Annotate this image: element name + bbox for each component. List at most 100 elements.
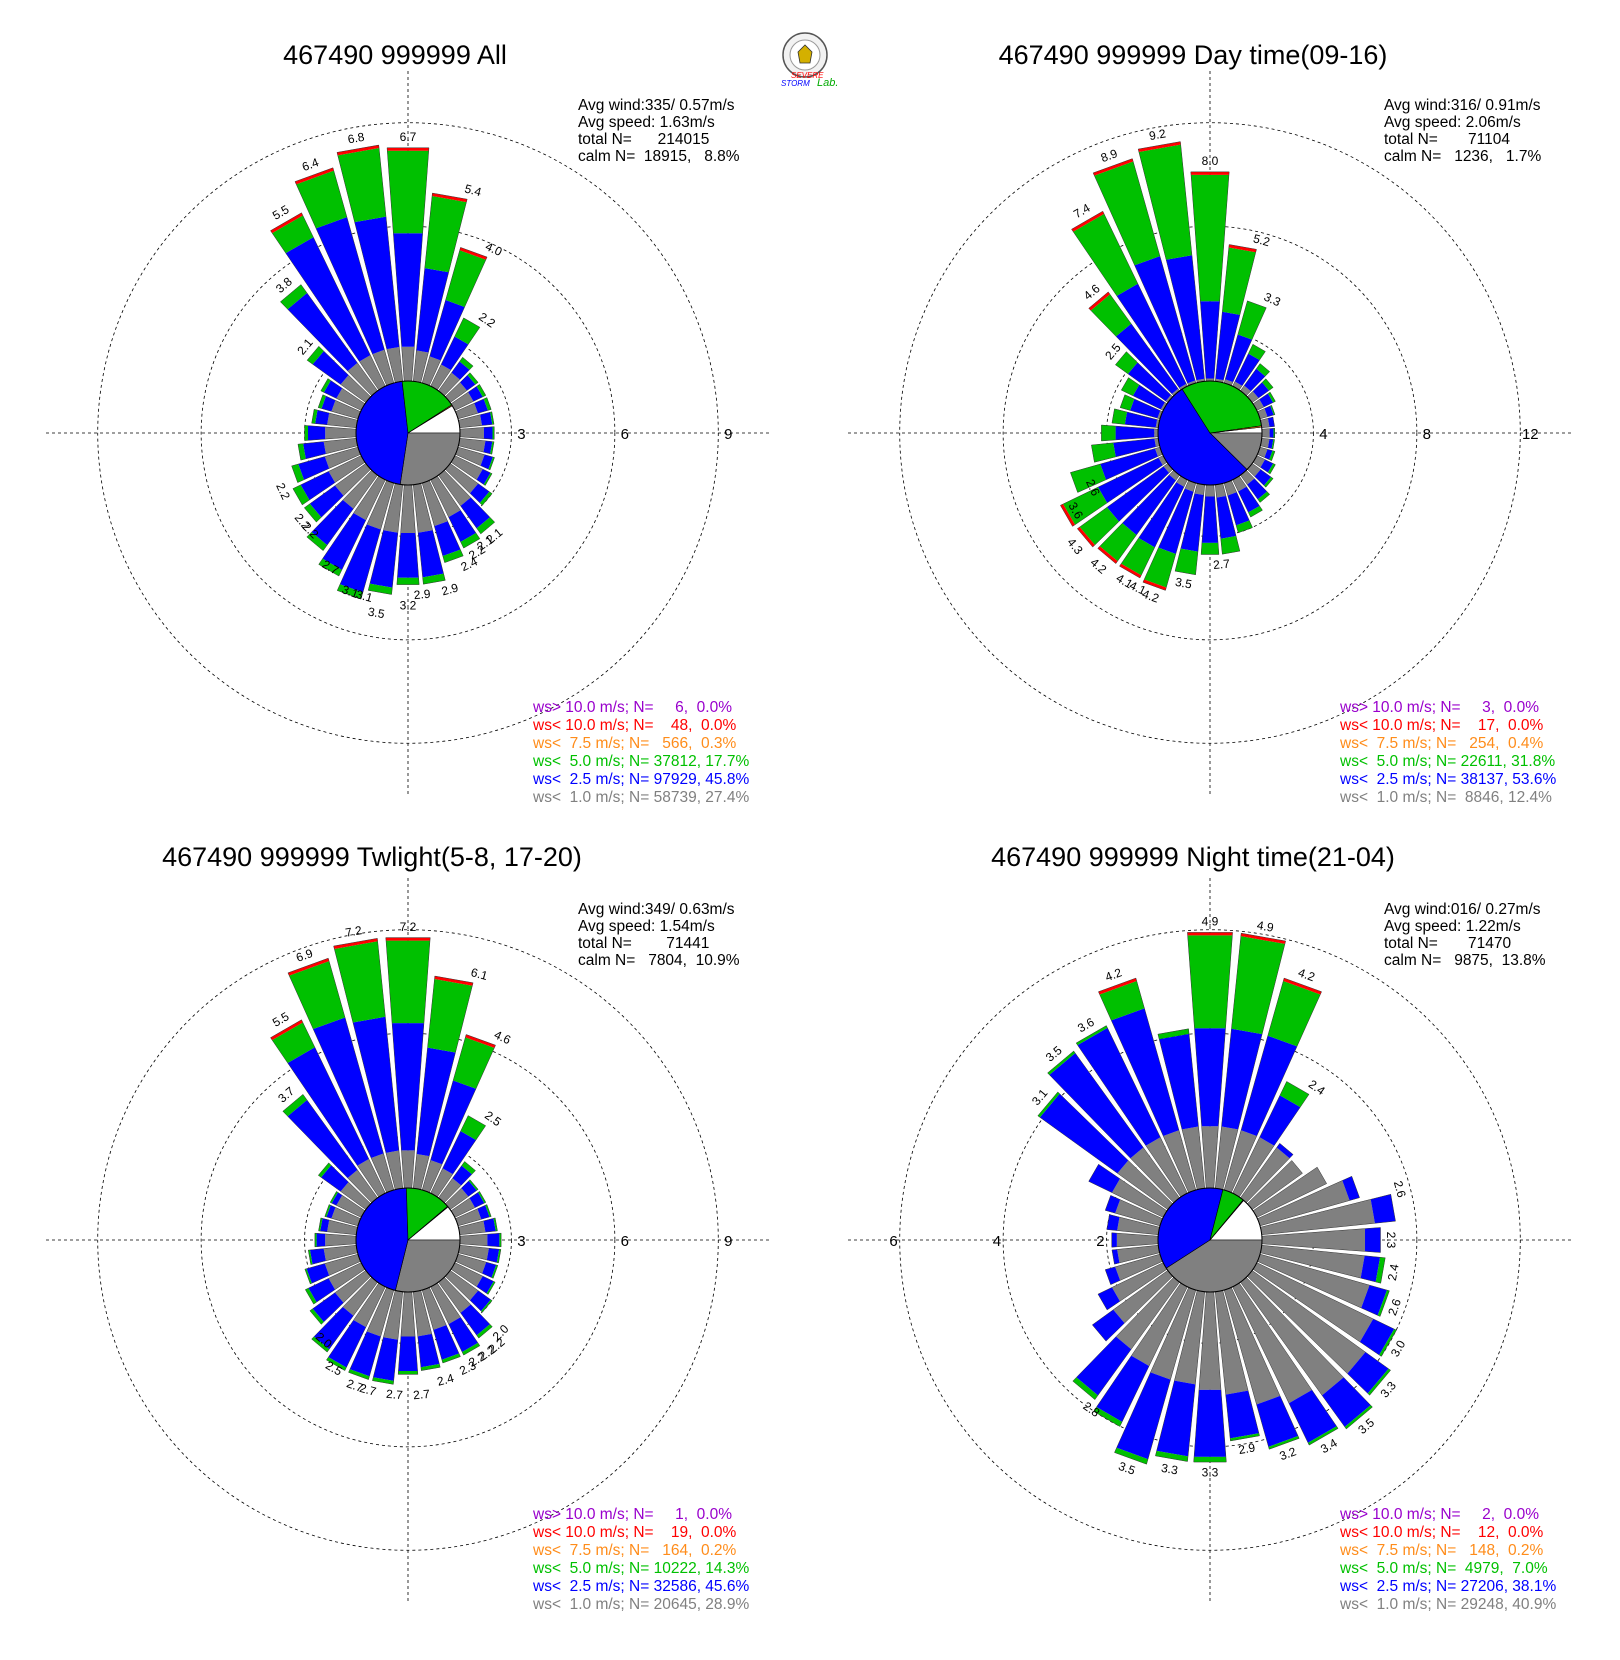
bar-segment-lt2-5	[429, 300, 465, 361]
bar-segment-lt1	[1247, 1160, 1303, 1210]
bar-segment-lt1	[1215, 1290, 1249, 1395]
bar-segment-lt2-5	[1225, 334, 1252, 383]
chart-title: 467490 999999 Day time(09-16)	[999, 40, 1388, 70]
ring-tick-label: 8	[1423, 426, 1431, 443]
bar-segment-lt1	[385, 1150, 403, 1190]
bar-value-label: 5.5	[270, 202, 292, 223]
bar-segment-lt1	[323, 1245, 358, 1261]
stats-line: Avg speed: 1.54m/s	[578, 918, 715, 935]
bar-segment-lt1	[1260, 438, 1270, 448]
bar-segment-lt1	[1257, 1254, 1370, 1308]
bar-value-label: 3.3	[1262, 290, 1283, 310]
bar-segment-lt2-5	[1107, 466, 1170, 522]
bar-segment-lt5	[334, 941, 386, 1023]
legend-entry: ws< 2.5 m/s; N= 32586, 45.6%	[532, 1578, 749, 1595]
bar-value-label: 3.4	[1318, 1436, 1340, 1457]
ring-tick-label: 2	[1096, 1233, 1104, 1250]
bar-segment-lt5	[422, 573, 446, 585]
bar-segment-lt1	[1257, 1180, 1350, 1226]
bar-segment-lt2-5	[309, 1248, 326, 1265]
bar-segment-lt2-5	[1124, 411, 1158, 428]
bar-segment-lt5	[476, 1324, 493, 1339]
bar-segment-lt5	[304, 1268, 312, 1284]
bar-segment-lt2-5	[311, 499, 354, 546]
bar-segment-lt5	[1270, 405, 1275, 415]
bar-segment-lt5	[454, 317, 480, 345]
bar-segment-lt1	[1201, 1126, 1219, 1189]
bar-segment-lt2-5	[1267, 439, 1274, 449]
bar-segment-lt2-5	[469, 1192, 485, 1208]
bar-segment-lt2-5	[298, 456, 330, 480]
bar-segment-lt1	[1131, 1283, 1188, 1366]
bar-segment-lt2-5	[1365, 1227, 1381, 1253]
bar-segment-lt2-5	[1225, 1390, 1259, 1439]
ring	[97, 122, 719, 744]
bar-segment-lt1	[342, 1277, 378, 1316]
bar-segment-lt1	[1257, 408, 1268, 419]
bar-segment-lt1	[1113, 1270, 1173, 1324]
stats-line: Avg wind:335/ 0.57m/s	[578, 97, 735, 114]
bar-segment-lt2-5	[451, 361, 470, 380]
bar-segment-lt1	[383, 1290, 403, 1340]
bar-segment-lt2-5	[476, 469, 491, 485]
bar-segment-lt1	[1158, 455, 1167, 466]
bar-value-label: 2.7	[1213, 557, 1231, 572]
bar-segment-lt5	[1155, 1450, 1189, 1462]
bar-segment-lt2-5	[483, 426, 493, 440]
bar-value-label: 3.6	[1075, 1015, 1097, 1036]
bar-segment-lt5	[442, 549, 464, 563]
bar-segment-lt1	[331, 1207, 361, 1226]
logo-text-storm: STORM	[781, 79, 810, 88]
stats-line: calm N= 7804, 10.9%	[578, 952, 740, 969]
bar-segment-lt1	[371, 1153, 394, 1193]
bar-segment-lt1	[430, 364, 451, 390]
legend-entry: ws< 2.5 m/s; N= 38137, 53.6%	[1339, 771, 1556, 788]
bar-segment-lt5	[1079, 507, 1119, 545]
ring-tick-label: 6	[621, 426, 629, 443]
stats-line: total N= 214015	[578, 131, 709, 148]
bar-segment-lt10	[1228, 244, 1257, 253]
bar-value-label: 3.2	[1278, 1444, 1299, 1463]
bar-segment-lt2-5	[1138, 482, 1184, 548]
bar-segment-lt2-5	[1049, 1053, 1144, 1159]
bar-value-label: 3.5	[1174, 575, 1193, 592]
bar-segment-lt5	[292, 484, 310, 505]
bar-segment-lt1	[347, 362, 378, 396]
bar-segment-lt1	[445, 1188, 469, 1210]
bar-segment-lt1	[324, 1254, 361, 1276]
stats-line: calm N= 18915, 8.8%	[578, 148, 740, 165]
bar-segment-lt2-5	[287, 1047, 369, 1166]
bar-segment-lt2-5	[441, 336, 469, 371]
bar-segment-lt2-5	[326, 1205, 336, 1219]
bar-segment-lt5	[296, 170, 347, 229]
bar-segment-lt2-5	[460, 497, 490, 529]
bar-value-label: 3.3	[1160, 1461, 1179, 1478]
bar-segment-lt5	[492, 426, 495, 440]
bar-segment-lt5	[441, 1353, 461, 1364]
ring-tick-label: 12	[1522, 426, 1539, 443]
bar-segment-lt5	[308, 1249, 313, 1265]
bar-segment-lt5	[1037, 1091, 1060, 1118]
bar-segment-lt5	[1236, 520, 1253, 533]
bar-segment-lt5	[337, 148, 387, 223]
bar-segment-lt1	[1240, 470, 1255, 485]
bar-value-label: 2.7	[345, 1376, 366, 1395]
bar-segment-lt5	[1111, 408, 1128, 425]
bar-value-label: 2.2	[273, 481, 293, 502]
bar-segment-lt1	[1145, 1137, 1188, 1197]
bar-segment-lt5	[1271, 439, 1275, 449]
bar-segment-lt5	[304, 425, 309, 441]
bar-segment-lt2-5	[393, 233, 423, 347]
bar-value-label: 2.4	[436, 1371, 456, 1389]
bar-segment-lt1	[1215, 1126, 1238, 1190]
legend-entry: ws< 2.5 m/s; N= 97929, 45.8%	[532, 771, 749, 788]
bar-segment-lt1	[451, 1262, 483, 1287]
bar-segment-lt1	[335, 1270, 371, 1303]
bar-segment-lt5	[1187, 935, 1233, 1029]
bar-segment-lt5	[1157, 1028, 1190, 1040]
bar-segment-lt1	[459, 1234, 488, 1246]
bar-segment-lt5	[445, 250, 486, 307]
bar-segment-lt2-5	[474, 398, 488, 414]
bar-segment-lt2-5	[480, 454, 493, 470]
